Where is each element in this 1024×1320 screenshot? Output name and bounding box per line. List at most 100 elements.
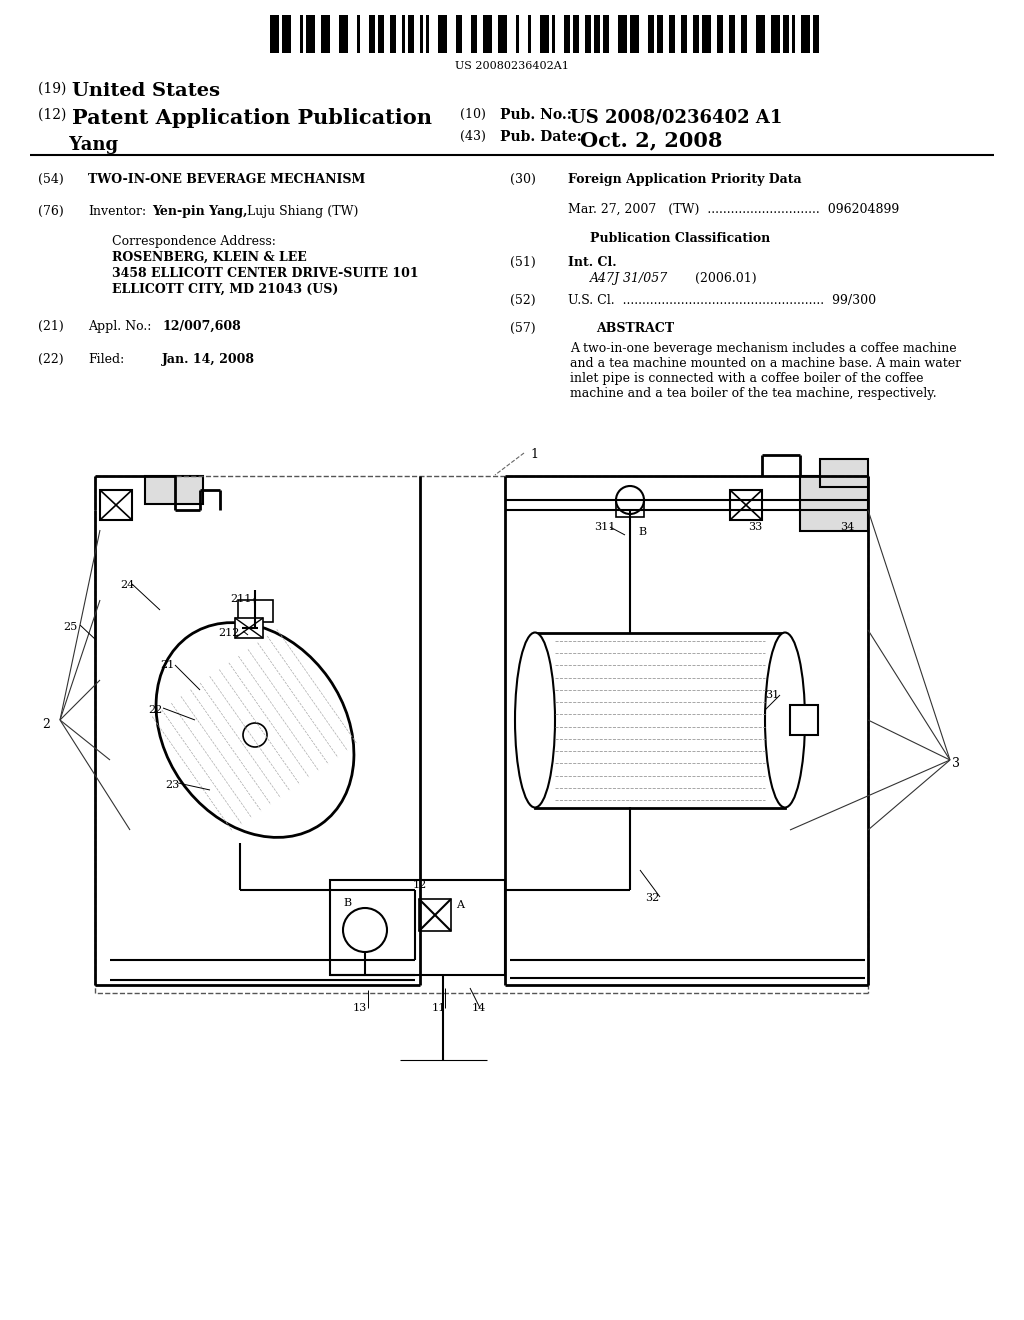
Bar xyxy=(790,705,818,735)
Bar xyxy=(648,15,654,53)
Text: (30): (30) xyxy=(510,173,536,186)
Bar xyxy=(339,15,348,53)
Bar xyxy=(419,899,451,931)
Bar xyxy=(630,15,639,53)
Text: 3458 ELLICOTT CENTER DRIVE-SUITE 101: 3458 ELLICOTT CENTER DRIVE-SUITE 101 xyxy=(112,267,419,280)
Text: Yen-pin Yang,: Yen-pin Yang, xyxy=(152,205,248,218)
Bar xyxy=(730,490,762,520)
Text: B: B xyxy=(638,527,646,537)
Text: (51): (51) xyxy=(510,256,536,269)
Text: 11: 11 xyxy=(432,1003,446,1012)
Bar xyxy=(282,15,291,53)
Text: Pub. No.:: Pub. No.: xyxy=(500,108,571,121)
Bar xyxy=(238,601,273,622)
Text: 311: 311 xyxy=(594,521,615,532)
Bar xyxy=(771,15,780,53)
Text: (57): (57) xyxy=(510,322,536,335)
Text: US 20080236402A1: US 20080236402A1 xyxy=(455,61,569,71)
Text: A47J 31/057: A47J 31/057 xyxy=(590,272,669,285)
Bar xyxy=(729,15,735,53)
Text: Int. Cl.: Int. Cl. xyxy=(568,256,616,269)
Text: Luju Shiang (TW): Luju Shiang (TW) xyxy=(243,205,358,218)
Bar xyxy=(516,15,519,53)
Text: 12/007,608: 12/007,608 xyxy=(162,319,241,333)
Text: 32: 32 xyxy=(645,894,659,903)
Circle shape xyxy=(343,908,387,952)
Bar xyxy=(693,15,699,53)
Text: 13: 13 xyxy=(353,1003,368,1012)
Text: Pub. Date:: Pub. Date: xyxy=(500,129,582,144)
Ellipse shape xyxy=(765,632,805,808)
Text: 212: 212 xyxy=(218,628,240,638)
Text: TWO-IN-ONE BEVERAGE MECHANISM: TWO-IN-ONE BEVERAGE MECHANISM xyxy=(88,173,366,186)
Text: (21): (21) xyxy=(38,319,63,333)
Bar xyxy=(594,15,600,53)
Text: 2: 2 xyxy=(42,718,50,731)
Text: (2006.01): (2006.01) xyxy=(695,272,757,285)
Bar xyxy=(717,15,723,53)
Text: 31: 31 xyxy=(765,690,779,700)
Text: Appl. No.:: Appl. No.: xyxy=(88,319,152,333)
Bar xyxy=(813,15,819,53)
Bar xyxy=(820,459,868,487)
Bar xyxy=(498,15,507,53)
Text: A two-in-one beverage mechanism includes a coffee machine: A two-in-one beverage mechanism includes… xyxy=(570,342,956,355)
Text: Publication Classification: Publication Classification xyxy=(590,232,770,246)
Text: ABSTRACT: ABSTRACT xyxy=(596,322,674,335)
Text: 3: 3 xyxy=(952,756,961,770)
Bar xyxy=(564,15,570,53)
Bar xyxy=(471,15,477,53)
Text: (10): (10) xyxy=(460,108,489,121)
Bar xyxy=(402,15,406,53)
Text: (52): (52) xyxy=(510,294,536,308)
Text: Jan. 14, 2008: Jan. 14, 2008 xyxy=(162,352,255,366)
Bar xyxy=(681,15,687,53)
Text: (54): (54) xyxy=(38,173,63,186)
Text: B: B xyxy=(343,898,351,908)
Text: 33: 33 xyxy=(748,521,762,532)
Text: Foreign Application Priority Data: Foreign Application Priority Data xyxy=(568,173,802,186)
Bar xyxy=(573,15,579,53)
Text: ROSENBERG, KLEIN & LEE: ROSENBERG, KLEIN & LEE xyxy=(112,251,307,264)
Text: (22): (22) xyxy=(38,352,63,366)
Bar xyxy=(540,15,549,53)
Text: 24: 24 xyxy=(120,579,134,590)
Bar xyxy=(528,15,531,53)
Text: (12): (12) xyxy=(38,108,71,121)
Ellipse shape xyxy=(156,623,354,837)
Circle shape xyxy=(243,723,267,747)
Text: A: A xyxy=(456,900,464,909)
Bar xyxy=(270,15,279,53)
Text: inlet pipe is connected with a coffee boiler of the coffee: inlet pipe is connected with a coffee bo… xyxy=(570,372,924,385)
Text: United States: United States xyxy=(72,82,220,100)
Text: machine and a tea boiler of the tea machine, respectively.: machine and a tea boiler of the tea mach… xyxy=(570,387,937,400)
Bar xyxy=(100,490,132,520)
Bar xyxy=(408,15,414,53)
Bar xyxy=(145,477,203,504)
Bar xyxy=(585,15,591,53)
Bar xyxy=(741,15,746,53)
Bar xyxy=(603,15,609,53)
Bar xyxy=(300,15,303,53)
Bar xyxy=(330,880,505,975)
Text: Oct. 2, 2008: Oct. 2, 2008 xyxy=(580,129,722,150)
Bar xyxy=(420,15,423,53)
Bar xyxy=(669,15,675,53)
Text: Filed:: Filed: xyxy=(88,352,124,366)
Text: Inventor:: Inventor: xyxy=(88,205,146,218)
Text: 12: 12 xyxy=(413,880,427,890)
Text: 25: 25 xyxy=(63,622,77,632)
Bar xyxy=(552,15,555,53)
Bar xyxy=(535,634,785,808)
Bar xyxy=(390,15,396,53)
Ellipse shape xyxy=(515,632,555,808)
Bar xyxy=(321,15,330,53)
Text: Yang: Yang xyxy=(38,136,118,154)
Text: 211: 211 xyxy=(230,594,251,605)
Bar xyxy=(369,15,375,53)
Text: Mar. 27, 2007   (TW)  .............................  096204899: Mar. 27, 2007 (TW) .....................… xyxy=(568,203,899,216)
Text: (76): (76) xyxy=(38,205,63,218)
Bar xyxy=(426,15,429,53)
Text: ELLICOTT CITY, MD 21043 (US): ELLICOTT CITY, MD 21043 (US) xyxy=(112,282,338,296)
Bar xyxy=(756,15,765,53)
